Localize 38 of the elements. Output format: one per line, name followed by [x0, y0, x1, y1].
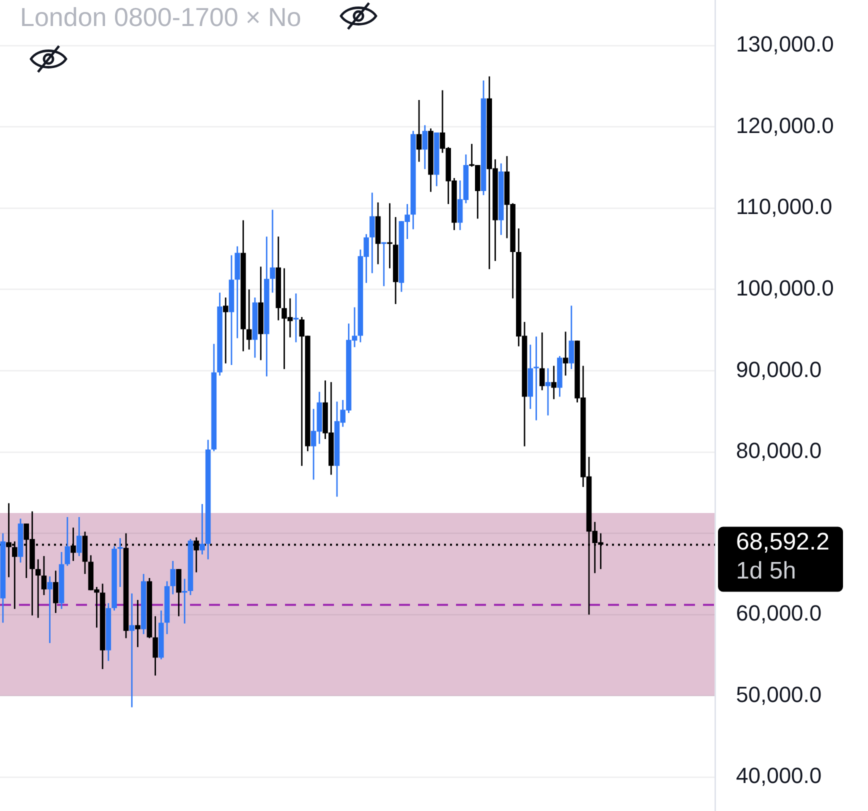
candlestick [35, 558, 41, 619]
y-tick-label: 50,000.0 [736, 682, 822, 707]
candlestick [170, 560, 176, 595]
candlestick [370, 192, 375, 274]
candlestick [562, 330, 568, 376]
candlestick [551, 365, 556, 400]
candlestick [47, 576, 52, 644]
y-tick-label: 90,000.0 [736, 356, 822, 382]
candlestick [53, 570, 58, 614]
y-tick-label: 100,000.0 [736, 275, 834, 300]
candlestick [381, 242, 387, 287]
candlestick [568, 304, 574, 370]
candlestick [135, 599, 140, 648]
candlestick [223, 296, 228, 364]
y-tick-label: 40,000.0 [736, 763, 822, 788]
y-tick-label: 120,000.0 [736, 112, 834, 138]
candlestick [545, 368, 551, 416]
y-tick-label: 60,000.0 [736, 600, 822, 626]
candlestick [270, 209, 276, 294]
candlestick [534, 336, 539, 421]
ref-line-label: 68,592.2 1d 5h [736, 528, 830, 584]
candlestick [76, 516, 82, 557]
candlestick [416, 99, 422, 162]
candlestick [176, 568, 182, 617]
candlestick [152, 616, 158, 676]
candlestick [64, 516, 70, 567]
candlestick [200, 503, 205, 556]
y-tick-label: 80,000.0 [736, 438, 822, 464]
y-tick-label: 130,000.0 [736, 32, 834, 57]
candlestick [41, 555, 47, 596]
candlestick [539, 332, 545, 391]
candlestick [246, 288, 252, 350]
candlestick [387, 202, 392, 269]
candlestick [118, 537, 123, 588]
candlestick [422, 124, 428, 170]
candlestick [129, 592, 134, 708]
annotation: London 0800-1700 × No [20, 2, 302, 32]
y-tick-label: 110,000.0 [736, 194, 832, 220]
